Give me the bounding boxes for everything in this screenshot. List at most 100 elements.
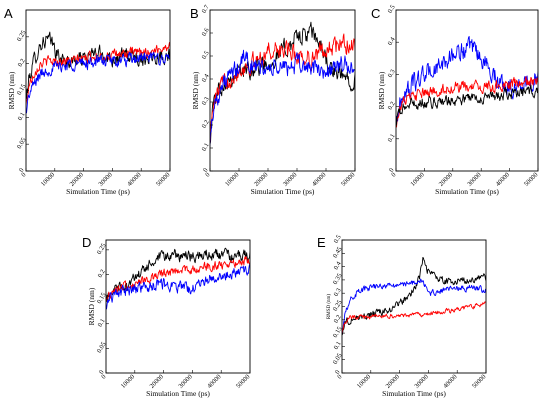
- x-tick-label: 20000: [149, 373, 165, 389]
- chart-panel-d: D 0 10000 20000 30000 40000 50000 0 0.05 0.1 0.15 0…: [82, 235, 251, 398]
- x-tick-label: 10000: [356, 373, 372, 389]
- y-tick-label: 0.05: [96, 341, 108, 354]
- series-line: [106, 256, 250, 302]
- y-tick-label: 0.1: [333, 340, 343, 351]
- series-line: [342, 278, 486, 336]
- y-tick-label: 0.4: [387, 36, 397, 47]
- x-tick-label: 10000: [409, 171, 425, 187]
- y-tick-label: 0.15: [16, 83, 28, 96]
- y-tick-label: 0.1: [97, 318, 107, 329]
- x-tick-label: 20000: [69, 171, 85, 187]
- x-tick-label: 50000: [523, 171, 539, 187]
- x-tick-label: 0: [390, 171, 397, 178]
- chart-panel-e: E0 10000 20000 30000 40000 5000000.050.10.150…: [317, 234, 487, 398]
- x-tick-label: 30000: [282, 171, 298, 187]
- x-tick-label: 0: [100, 373, 107, 380]
- y-tick-label: 0.25: [96, 242, 108, 255]
- y-tick-label: 0.2: [201, 119, 211, 130]
- x-tick-label: 40000: [206, 373, 222, 389]
- x-axis-title: Simulation Time (ps): [251, 187, 315, 196]
- x-axis-title: Simulation Time (ps): [382, 389, 446, 398]
- x-tick-label: 30000: [413, 373, 429, 389]
- x-tick-label: 10000: [224, 171, 240, 187]
- x-tick-label: 40000: [311, 171, 327, 187]
- x-tick-label: 30000: [97, 171, 113, 187]
- x-tick-label: 40000: [495, 171, 511, 187]
- panel-letter: C: [371, 6, 380, 21]
- x-tick-label: 50000: [471, 373, 487, 389]
- y-tick-label: 0: [334, 369, 342, 375]
- y-tick-label: 0.2: [333, 314, 343, 325]
- y-tick-label: 0.15: [332, 326, 344, 339]
- series-line: [26, 41, 170, 106]
- panel-letter: D: [82, 235, 91, 250]
- series-line: [396, 84, 538, 127]
- x-tick-label: 0: [204, 171, 211, 178]
- y-tick-label: 0.4: [201, 72, 211, 83]
- y-tick-label: 0.2: [17, 58, 27, 69]
- y-tick-label: 0.35: [332, 272, 344, 285]
- x-tick-label: 0: [20, 171, 27, 178]
- plot-frame: [209, 9, 356, 172]
- x-tick-label: 20000: [385, 373, 401, 389]
- y-axis-title: RMSD (nm): [327, 294, 332, 319]
- y-tick-label: 0: [202, 167, 210, 173]
- series-line: [210, 21, 355, 145]
- x-tick-label: 30000: [466, 171, 482, 187]
- x-tick-label: 0: [336, 373, 343, 380]
- panel-letter: A: [4, 6, 13, 21]
- y-tick-label: 0.05: [332, 352, 344, 365]
- y-tick-label: 0.4: [333, 260, 343, 271]
- y-tick-label: 0.3: [333, 287, 343, 298]
- y-tick-label: 0.1: [201, 142, 211, 153]
- y-axis-title: RMSD (nm): [191, 71, 200, 109]
- y-tick-label: 0.6: [201, 26, 211, 37]
- plot-frame: [105, 239, 251, 374]
- y-tick-label: 0: [98, 369, 106, 375]
- x-axis-title: Simulation Time (ps): [66, 187, 130, 196]
- x-tick-label: 10000: [120, 373, 136, 389]
- chart-panel-c: C 0 10000 20000 30000 40000 50000 0 0.1 0.2 0.3 0.4…: [371, 4, 539, 196]
- plot-frame: [395, 9, 539, 172]
- y-tick-label: 0.7: [201, 3, 211, 14]
- series-line: [26, 31, 170, 100]
- y-tick-label: 0.1: [387, 133, 397, 144]
- x-tick-label: 40000: [126, 171, 142, 187]
- y-tick-label: 0.25: [332, 299, 344, 312]
- x-axis-title: Simulation Time (ps): [146, 389, 210, 398]
- x-tick-label: 20000: [438, 171, 454, 187]
- plot-frame: [25, 9, 171, 172]
- series-line: [396, 76, 538, 128]
- y-tick-label: 0.05: [16, 137, 28, 150]
- x-tick-label: 50000: [155, 171, 171, 187]
- y-tick-label: 0.25: [16, 29, 28, 42]
- x-tick-label: 50000: [340, 171, 356, 187]
- y-tick-label: 0.5: [201, 50, 211, 61]
- y-tick-label: 0.15: [96, 292, 108, 305]
- y-axis-title: RMSD (nm): [7, 71, 16, 109]
- y-tick-label: 0: [18, 167, 26, 173]
- y-tick-label: 0.3: [387, 68, 397, 79]
- y-tick-label: 0.3: [201, 96, 211, 107]
- y-tick-label: 0.45: [332, 246, 344, 259]
- y-tick-label: 0.5: [387, 4, 397, 15]
- x-axis-title: Simulation Time (ps): [435, 187, 499, 196]
- y-tick-label: 0.5: [333, 234, 343, 245]
- x-tick-label: 40000: [442, 373, 458, 389]
- series-line: [210, 49, 355, 147]
- panel-letter: B: [190, 6, 199, 21]
- x-tick-label: 50000: [235, 373, 251, 389]
- series-line: [106, 264, 250, 310]
- series-line: [26, 51, 170, 114]
- y-axis-title: RMSD (nm): [377, 71, 386, 109]
- y-axis-title: RMSD (nm): [87, 287, 96, 325]
- series-line: [342, 256, 486, 336]
- series-line: [106, 247, 250, 302]
- x-tick-label: 20000: [253, 171, 269, 187]
- x-tick-label: 10000: [40, 171, 56, 187]
- chart-panel-b: B 0 10000 20000 30000 40000 50000 0 0.1 0.2 0.3 0.4…: [190, 3, 356, 196]
- panel-letter: E: [317, 235, 326, 250]
- y-tick-label: 0: [388, 167, 396, 173]
- y-tick-label: 0.2: [97, 268, 107, 279]
